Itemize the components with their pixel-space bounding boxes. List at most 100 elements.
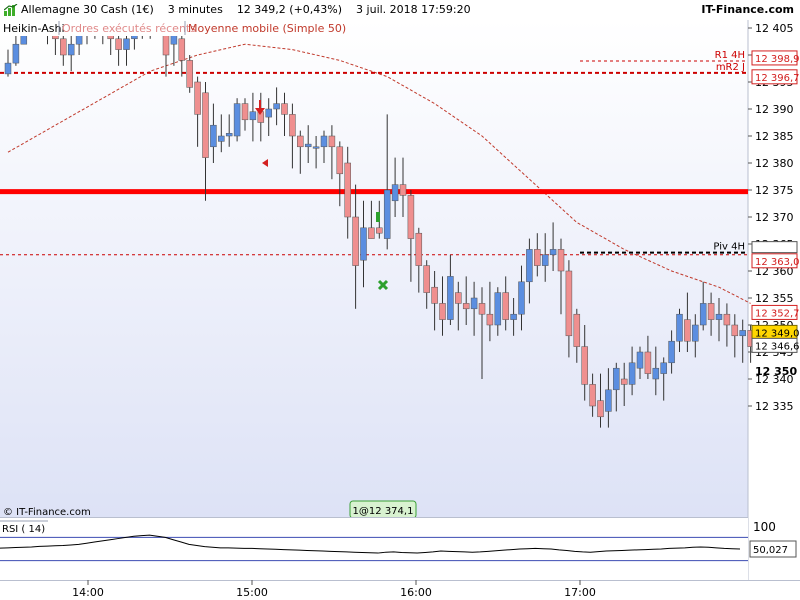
y-tick-label: 12 375 (755, 184, 794, 197)
brand-name: IT-Finance.com (701, 3, 794, 16)
candle-body (376, 227, 383, 234)
candle-body (265, 108, 272, 118)
pivot-tag-box (751, 241, 798, 254)
price-tag-text: 12 352,7 (755, 308, 800, 319)
candle-body (526, 249, 533, 283)
candle-body (4, 62, 12, 75)
candle-body (502, 292, 509, 320)
candle-body (620, 378, 628, 385)
candle-body (289, 114, 296, 137)
legend-chart-style[interactable]: Heikin-Ashi (3, 22, 65, 35)
moving-average-line (7, 43, 751, 304)
candle-body (518, 281, 525, 315)
rsi-value-box (749, 540, 797, 558)
candle-body (668, 340, 675, 364)
y-tick-label: 12 335 (755, 400, 794, 413)
candle-body (486, 313, 494, 326)
price-tag-text: 12 346,6 (755, 341, 800, 352)
candle-body (613, 367, 620, 391)
candle-body (186, 60, 193, 88)
candle-body (202, 92, 209, 158)
time-axis: 14:00 15:00 16:00 17:00 (72, 580, 596, 599)
candle-body (541, 254, 549, 266)
legend-moving-average[interactable]: Moyenne mobile (Simple 50) (188, 22, 346, 35)
x-tick-label: 15:00 (236, 586, 268, 599)
candle-body (462, 303, 470, 310)
candle-body (581, 346, 588, 385)
price-tag-box (751, 50, 798, 66)
time-axis-background (0, 581, 800, 600)
order-entry-marker (376, 212, 380, 222)
candle-body (360, 227, 367, 261)
candle-body (194, 81, 201, 115)
candle-body (123, 38, 130, 50)
timeframe-label: 3 minutes (167, 3, 223, 16)
candle-body (597, 400, 604, 418)
candle-body (549, 249, 557, 256)
candle-body (707, 303, 715, 320)
price-panel-background (0, 20, 748, 517)
legend-executed-orders[interactable]: Ordres exécutés récents (62, 22, 196, 35)
price-tag-text: 12 363,0 (755, 257, 800, 268)
candle-body (304, 143, 312, 148)
y-tick-label: 12 350 (755, 365, 797, 378)
y-tick-label: 12 380 (755, 157, 794, 170)
candle-body (455, 292, 462, 304)
candle-body (210, 124, 217, 148)
executed-order-cross-icon (377, 279, 389, 291)
candle-body (12, 43, 20, 64)
legend-strip (0, 20, 325, 36)
candle-body (605, 389, 612, 412)
candle-body (652, 367, 660, 380)
price-tag-text: 12 398,9 (755, 54, 800, 65)
candle-body (399, 184, 407, 196)
candle-body (423, 265, 430, 293)
x-tick-label: 17:00 (564, 586, 596, 599)
sell-signal-arrow-icon (255, 100, 265, 115)
candle-body (407, 195, 415, 239)
candle-body (281, 103, 288, 115)
chart-header: Allemagne 30 Cash (1€) 3 minutes 12 349,… (0, 0, 800, 21)
it-finance-logo-icon (4, 4, 18, 16)
rsi-layer (0, 534, 748, 562)
level-label: mR2 J (716, 62, 745, 73)
candle-body (249, 111, 257, 121)
price-tag-text: 12 349,0 (755, 328, 800, 339)
candle-body (233, 103, 241, 137)
candle-body (218, 135, 225, 142)
moving-average-layer (7, 43, 751, 304)
candle-body (660, 362, 667, 374)
candle-body (312, 146, 320, 149)
candle-body (739, 330, 746, 337)
x-tick-label: 14:00 (72, 586, 104, 599)
candle-body (297, 135, 304, 148)
candle-body (715, 313, 723, 320)
candle-body (731, 324, 739, 337)
candle-body (225, 133, 233, 137)
candle-body (67, 43, 75, 56)
candle-body (352, 216, 359, 266)
candle-body (447, 276, 454, 320)
candle-body (636, 351, 644, 369)
candle-body (383, 189, 391, 239)
y-tick-label: 12 390 (755, 103, 794, 116)
candle-body (415, 232, 423, 266)
candle-body (510, 313, 517, 320)
candle-body (344, 162, 351, 218)
candle-body (723, 313, 731, 326)
candle-body (684, 319, 691, 342)
candle-body (439, 303, 446, 320)
candle-body (557, 249, 565, 272)
x-tick-label: 16:00 (400, 586, 432, 599)
candle-body (573, 313, 581, 347)
candle-body (692, 324, 699, 342)
quote-datetime: 3 juil. 2018 17:59:20 (356, 3, 471, 16)
candle-body (628, 362, 636, 385)
y-tick-label: 12 385 (755, 130, 794, 143)
candle-body (391, 184, 399, 202)
rsi-title[interactable]: RSI ( 14) (2, 524, 45, 535)
candle-body (431, 286, 438, 304)
